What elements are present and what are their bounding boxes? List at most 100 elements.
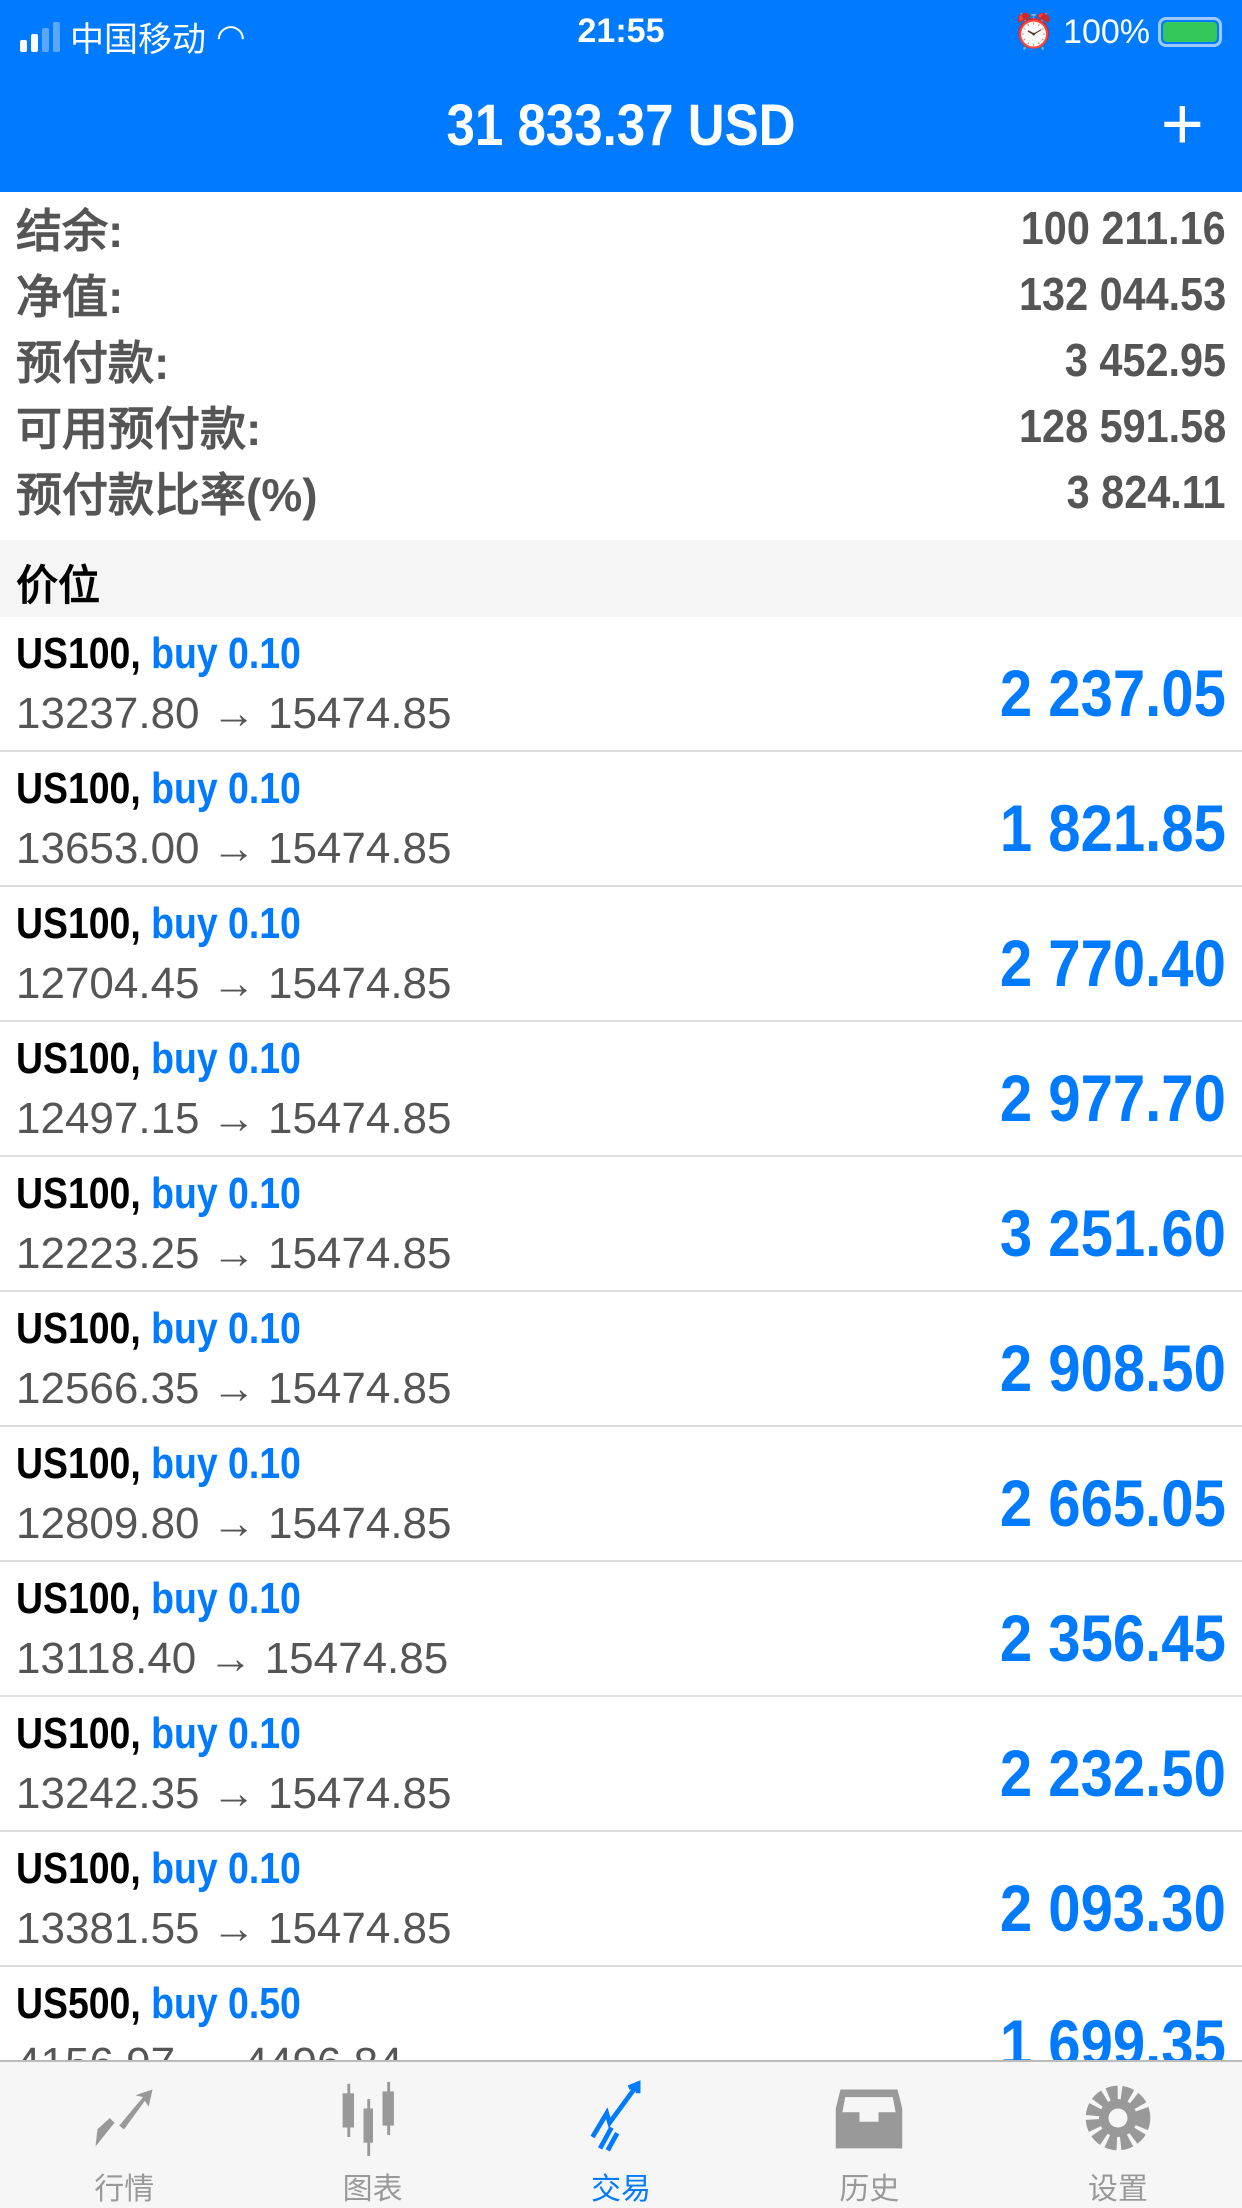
position-prices: 13381.55 → 15474.85 (16, 1904, 452, 1953)
position-prices: 12566.35 → 15474.85 (16, 1364, 452, 1413)
chart-icon (342, 2081, 394, 2156)
battery-percent: 100% (1063, 12, 1150, 51)
position-row[interactable]: US100, buy 0.10 12223.25 → 15474.85 3 25… (0, 1157, 1242, 1292)
position-profit: 2 908.50 (999, 1331, 1226, 1405)
position-prices: 12223.25 → 15474.85 (16, 1229, 452, 1278)
alarm-icon: ⏰ (1012, 13, 1056, 51)
position-row[interactable]: US100, buy 0.10 13653.00 → 15474.85 1 82… (0, 752, 1242, 887)
position-profit: 2 770.40 (999, 926, 1226, 1000)
value: 132 044.53 (1018, 268, 1226, 320)
symbol: US100, (16, 1574, 141, 1623)
position-prices: 12497.15 → 15474.85 (16, 1094, 452, 1143)
position-symbol: US100, buy 0.10 (16, 764, 301, 814)
plus-icon[interactable]: + (1160, 82, 1204, 165)
symbol: US100, (16, 1439, 141, 1488)
position-profit: 3 251.60 (999, 1196, 1226, 1270)
position-profit: 2 232.50 (999, 1736, 1226, 1810)
position-prices: 12704.45 → 15474.85 (16, 959, 452, 1008)
symbol: US100, (16, 764, 141, 813)
value: 100 211.16 (1021, 202, 1226, 254)
summary-free-margin: 可用预付款: 128 591.58 (0, 393, 1242, 459)
value: 3 452.95 (1064, 334, 1226, 386)
order-type: buy 0.10 (151, 1169, 301, 1218)
summary-margin-level: 预付款比率(%) 3 824.11 (0, 459, 1242, 525)
symbol: US100, (16, 629, 141, 678)
position-symbol: US100, buy 0.10 (16, 1169, 301, 1219)
top-bar: 中国移动 ◠ 21:55 ⏰ 100% 31 833.37 USD + (0, 0, 1242, 192)
gear-icon (1085, 2085, 1151, 2151)
symbol: US100, (16, 1034, 141, 1083)
clock: 21:55 (577, 12, 665, 50)
symbol: US100, (16, 1844, 141, 1893)
position-row[interactable]: US100, buy 0.10 13242.35 → 15474.85 2 23… (0, 1697, 1242, 1832)
order-type: buy 0.10 (151, 764, 301, 813)
value: 128 591.58 (1018, 400, 1226, 452)
position-prices: 13118.40 → 15474.85 (16, 1634, 449, 1683)
tab-chart[interactable]: 图表 (248, 2062, 496, 2208)
order-type: buy 0.10 (151, 1034, 301, 1083)
tab-label: 历史 (839, 2173, 900, 2206)
summary-equity: 净值: 132 044.53 (0, 261, 1242, 327)
position-row[interactable]: US100, buy 0.10 13237.80 → 15474.85 2 23… (0, 617, 1242, 752)
label: 预付款比率(%) (16, 469, 318, 521)
quotes-icon (95, 2089, 153, 2147)
order-type: buy 0.50 (151, 1979, 301, 2028)
position-symbol: US100, buy 0.10 (16, 1034, 301, 1084)
position-symbol: US100, buy 0.10 (16, 1844, 301, 1894)
label: 结余: (16, 205, 124, 257)
value: 3 824.11 (1067, 466, 1226, 518)
battery-icon (1158, 17, 1222, 47)
position-symbol: US100, buy 0.10 (16, 1574, 301, 1624)
tab-label: 设置 (1087, 2173, 1148, 2206)
position-row[interactable]: US100, buy 0.10 12497.15 → 15474.85 2 97… (0, 1022, 1242, 1157)
position-profit: 2 977.70 (999, 1061, 1226, 1135)
account-summary: 结余: 100 211.16 净值: 132 044.53 预付款: 3 452.95… (0, 195, 1242, 525)
position-symbol: US500, buy 0.50 (16, 1979, 301, 2029)
label: 可用预付款: (16, 403, 262, 455)
position-row[interactable]: US100, buy 0.10 13381.55 → 15474.85 2 09… (0, 1832, 1242, 1967)
tab-settings[interactable]: 设置 (994, 2062, 1242, 2208)
position-row[interactable]: US100, buy 0.10 13118.40 → 15474.85 2 35… (0, 1562, 1242, 1697)
position-profit: 1 821.85 (999, 791, 1226, 865)
position-symbol: US100, buy 0.10 (16, 1304, 301, 1354)
label: 预付款: (16, 337, 170, 389)
position-row[interactable]: US100, buy 0.10 12566.35 → 15474.85 2 90… (0, 1292, 1242, 1427)
position-prices: 13242.35 → 15474.85 (16, 1769, 452, 1818)
summary-margin: 预付款: 3 452.95 (0, 327, 1242, 393)
order-type: buy 0.10 (151, 1844, 301, 1893)
symbol: US100, (16, 1169, 141, 1218)
position-symbol: US100, buy 0.10 (16, 629, 301, 679)
carrier: 中国移动 (70, 21, 206, 59)
position-profit: 2 237.05 (999, 656, 1226, 730)
position-row[interactable]: US100, buy 0.10 12809.80 → 15474.85 2 66… (0, 1427, 1242, 1562)
tab-quotes[interactable]: 行情 (0, 2062, 248, 2208)
order-type: buy 0.10 (151, 1304, 301, 1353)
history-icon (836, 2089, 903, 2149)
position-profit: 2 356.45 (999, 1601, 1226, 1675)
order-type: buy 0.10 (151, 1574, 301, 1623)
position-symbol: US100, buy 0.10 (16, 1709, 301, 1759)
tab-history[interactable]: 历史 (745, 2062, 993, 2208)
position-prices: 12809.80 → 15474.85 (16, 1499, 452, 1548)
position-symbol: US100, buy 0.10 (16, 899, 301, 949)
tab-label: 交易 (591, 2173, 652, 2206)
page-title: 31 833.37 USD (446, 93, 796, 158)
tab-trade[interactable]: 交易 (497, 2062, 745, 2208)
position-prices: 13237.80 → 15474.85 (16, 689, 452, 738)
order-type: buy 0.10 (151, 1709, 301, 1758)
position-profit: 2 665.05 (999, 1466, 1226, 1540)
tab-label: 行情 (94, 2173, 155, 2206)
position-row[interactable]: US100, buy 0.10 12704.45 → 15474.85 2 77… (0, 887, 1242, 1022)
signal-icon (20, 21, 60, 52)
summary-balance: 结余: 100 211.16 (0, 195, 1242, 261)
section-header: 价位 (0, 540, 1242, 617)
symbol: US500, (16, 1979, 141, 2028)
symbol: US100, (16, 899, 141, 948)
label: 净值: (16, 271, 124, 323)
order-type: buy 0.10 (151, 899, 301, 948)
order-type: buy 0.10 (151, 629, 301, 678)
position-symbol: US100, buy 0.10 (16, 1439, 301, 1489)
position-prices: 13653.00 → 15474.85 (16, 824, 452, 873)
symbol: US100, (16, 1304, 141, 1353)
wifi-icon: ◠ (216, 17, 246, 56)
